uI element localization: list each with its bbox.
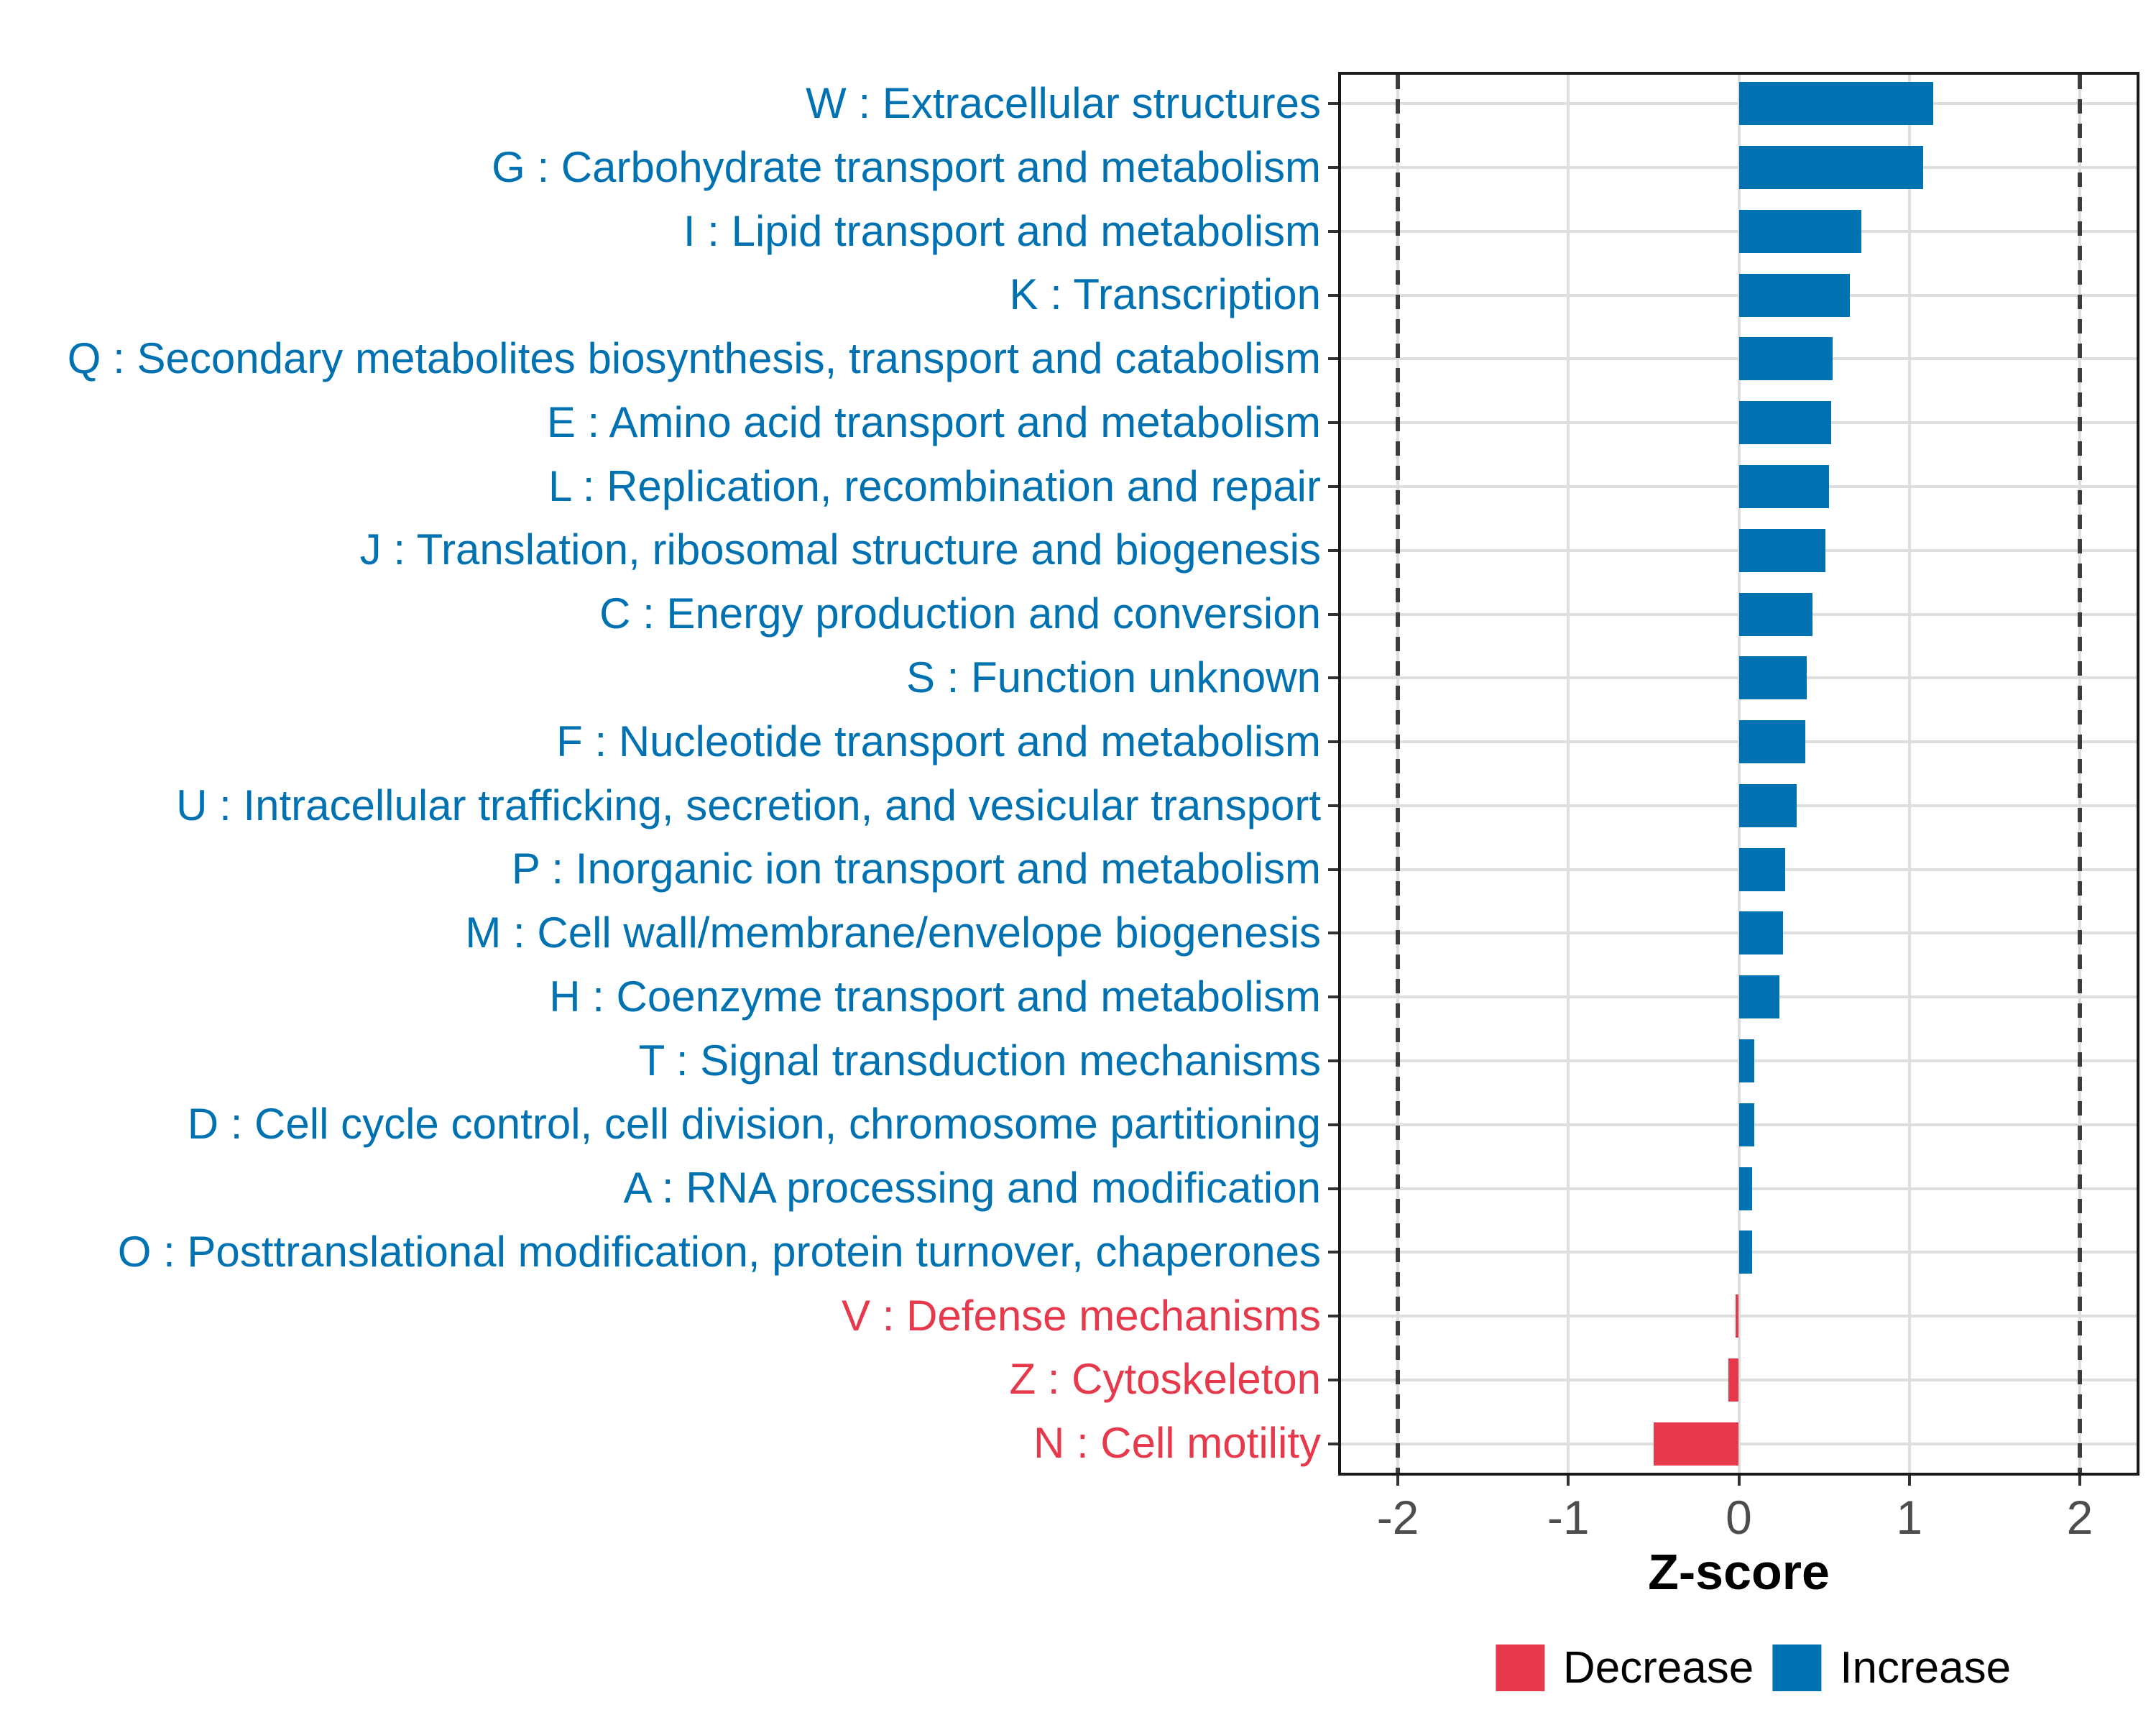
bar-P	[1738, 847, 1785, 891]
bar-U	[1738, 783, 1797, 827]
category-label-K: K : Transcription	[1009, 270, 1321, 319]
x-tick	[1567, 1476, 1570, 1486]
category-label-E: E : Amino acid transport and metabolism	[546, 397, 1321, 446]
x-tick	[1396, 1476, 1400, 1486]
bar-N	[1653, 1422, 1739, 1466]
y-tick	[1328, 612, 1338, 616]
x-tick-label: 1	[1896, 1491, 1923, 1544]
category-label-I: I : Lipid transport and metabolism	[683, 206, 1321, 255]
category-label-T: T : Signal transduction mechanisms	[638, 1036, 1321, 1085]
category-label-N: N : Cell motility	[1033, 1419, 1321, 1468]
y-tick	[1328, 1059, 1338, 1062]
bar-W	[1738, 82, 1933, 126]
bar-K	[1738, 273, 1850, 317]
bar-S	[1738, 656, 1807, 700]
y-tick	[1328, 1378, 1338, 1381]
y-tick	[1328, 804, 1338, 807]
category-label-O: O : Posttranslational modification, prot…	[117, 1227, 1321, 1276]
bar-E	[1738, 401, 1831, 445]
y-tick	[1328, 548, 1338, 552]
category-label-L: L : Replication, recombination and repai…	[548, 461, 1321, 510]
bar-M	[1738, 911, 1784, 955]
bar-F	[1738, 720, 1806, 764]
y-tick	[1328, 293, 1338, 297]
x-tick-label: 0	[1726, 1491, 1752, 1544]
category-label-D: D : Cell cycle control, cell division, c…	[187, 1100, 1321, 1149]
x-tick	[1907, 1476, 1911, 1486]
y-tick	[1328, 676, 1338, 680]
category-label-U: U : Intracellular trafficking, secretion…	[176, 781, 1321, 829]
increase-color-swatch	[1772, 1644, 1822, 1691]
legend-item-decrease: Decrease	[1495, 1642, 1754, 1693]
bar-A	[1738, 1167, 1753, 1210]
bar-C	[1738, 592, 1812, 636]
category-label-M: M : Cell wall/membrane/envelope biogenes…	[465, 908, 1321, 957]
y-tick	[1328, 1442, 1338, 1445]
threshold-dashed-line	[2077, 75, 2082, 1473]
y-tick	[1328, 102, 1338, 106]
y-tick	[1328, 932, 1338, 935]
y-tick	[1328, 868, 1338, 871]
bar-O	[1738, 1230, 1753, 1274]
category-label-F: F : Nucleotide transport and metabolism	[556, 717, 1321, 765]
threshold-dashed-line	[1396, 75, 1401, 1473]
legend-label-increase: Increase	[1840, 1643, 2012, 1693]
category-label-C: C : Energy production and conversion	[599, 589, 1321, 638]
legend-item-increase: Increase	[1772, 1642, 2011, 1693]
y-tick	[1328, 740, 1338, 744]
category-label-G: G : Carbohydrate transport and metabolis…	[492, 142, 1321, 191]
y-tick	[1328, 229, 1338, 233]
category-label-A: A : RNA processing and modification	[623, 1164, 1321, 1213]
y-tick	[1328, 995, 1338, 999]
x-tick	[2078, 1476, 2081, 1486]
x-tick	[1737, 1476, 1741, 1486]
bar-I	[1738, 209, 1862, 253]
category-label-J: J : Translation, ribosomal structure and…	[359, 525, 1321, 574]
category-label-P: P : Inorganic ion transport and metaboli…	[511, 845, 1321, 893]
category-label-Z: Z : Cytoskeleton	[1009, 1355, 1321, 1404]
v-gridline	[1737, 75, 1741, 1473]
decrease-color-swatch	[1495, 1644, 1544, 1691]
v-gridline	[1567, 75, 1570, 1473]
bar-J	[1738, 528, 1826, 572]
bar-D	[1738, 1103, 1754, 1146]
x-tick-label: -2	[1376, 1491, 1419, 1544]
category-label-W: W : Extracellular structures	[806, 79, 1321, 127]
y-tick	[1328, 1123, 1338, 1126]
legend: Decrease Increase	[1495, 1642, 2011, 1693]
category-label-H: H : Coenzyme transport and metabolism	[549, 972, 1321, 1021]
bar-T	[1738, 1039, 1754, 1082]
v-gridline	[1907, 75, 1911, 1473]
bar-V	[1735, 1294, 1739, 1338]
y-tick	[1328, 421, 1338, 425]
y-tick	[1328, 166, 1338, 170]
category-label-S: S : Function unknown	[906, 653, 1321, 702]
bar-G	[1738, 146, 1923, 190]
y-tick	[1328, 1251, 1338, 1254]
x-tick-label: 2	[2066, 1491, 2093, 1544]
legend-label-decrease: Decrease	[1562, 1643, 1754, 1693]
bar-H	[1738, 975, 1780, 1019]
y-tick	[1328, 1187, 1338, 1190]
y-tick	[1328, 357, 1338, 361]
y-tick	[1328, 485, 1338, 489]
bar-Z	[1728, 1358, 1739, 1402]
bar-L	[1738, 465, 1830, 509]
x-tick-label: -1	[1547, 1491, 1590, 1544]
x-axis-title: Z-score	[1648, 1544, 1830, 1600]
category-label-V: V : Defense mechanisms	[842, 1291, 1321, 1340]
bar-Q	[1738, 337, 1833, 381]
category-label-Q: Q : Secondary metabolites biosynthesis, …	[67, 334, 1321, 383]
y-tick	[1328, 1315, 1338, 1318]
